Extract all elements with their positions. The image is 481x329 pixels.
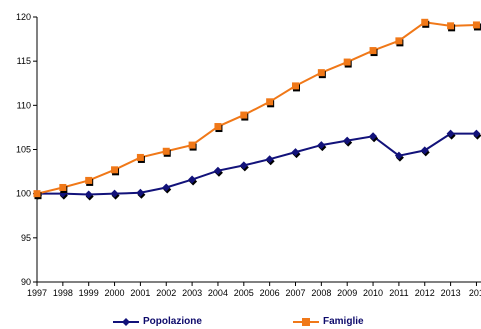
x-tick-label: 2004 — [208, 288, 228, 298]
x-tick-label: 2010 — [363, 288, 383, 298]
x-tick-label: 2011 — [389, 288, 408, 298]
data-point-famiglie — [162, 147, 170, 155]
data-point-popolazione — [472, 129, 481, 138]
x-tick-label: 1998 — [53, 288, 73, 298]
x-tick-label: 2008 — [311, 288, 331, 298]
x-tick-label: 201 — [469, 288, 481, 298]
data-point-famiglie — [447, 22, 455, 30]
legend-label-popolazione: Popolazione — [143, 316, 202, 327]
data-point-famiglie — [395, 37, 403, 45]
y-tick-label: 100 — [16, 189, 31, 199]
legend-swatch-popolazione — [113, 317, 139, 326]
legend-item-popolazione: Popolazione — [113, 314, 202, 329]
data-point-popolazione — [110, 189, 119, 198]
data-point-popolazione — [369, 132, 378, 141]
data-point-popolazione — [343, 136, 352, 145]
chart-legend: Popolazione Famiglie — [0, 314, 481, 329]
data-point-famiglie — [317, 69, 325, 77]
x-tick-label: 2013 — [441, 288, 461, 298]
series-line-popolazione — [37, 132, 477, 196]
x-tick-label: 2009 — [337, 288, 357, 298]
x-tick-label: 1999 — [79, 288, 99, 298]
data-point-popolazione — [239, 161, 248, 170]
y-tick-label: 95 — [21, 233, 31, 243]
x-tick-label: 2007 — [285, 288, 305, 298]
series-popolazione — [33, 129, 481, 201]
legend-item-famiglie: Famiglie — [293, 314, 364, 329]
data-point-popolazione — [291, 148, 300, 157]
y-tick-label: 105 — [16, 145, 31, 155]
data-point-popolazione — [188, 175, 197, 184]
series-line-famiglie — [36, 21, 477, 195]
data-point-famiglie — [343, 58, 351, 66]
data-point-famiglie — [214, 123, 222, 131]
data-point-popolazione — [136, 188, 145, 197]
data-point-popolazione — [420, 146, 429, 155]
data-point-famiglie — [266, 98, 274, 106]
data-point-famiglie — [292, 82, 299, 90]
data-point-famiglie — [369, 47, 377, 55]
x-tick-label: 2012 — [415, 288, 435, 298]
data-point-famiglie — [85, 176, 93, 184]
data-point-famiglie — [421, 18, 429, 26]
data-point-popolazione — [317, 141, 326, 150]
data-point-famiglie — [472, 21, 480, 29]
data-point-popolazione — [265, 155, 274, 164]
y-tick-label: 115 — [17, 56, 31, 66]
data-point-famiglie — [240, 111, 248, 119]
data-point-popolazione — [84, 190, 93, 199]
y-tick-label: 110 — [17, 100, 31, 110]
y-tick-label: 90 — [21, 277, 31, 287]
data-point-famiglie — [188, 141, 196, 149]
data-point-popolazione — [446, 129, 455, 138]
x-tick-label: 2002 — [156, 288, 176, 298]
data-point-popolazione — [394, 151, 403, 160]
series-famiglie — [33, 18, 481, 200]
data-point-famiglie — [111, 166, 119, 174]
x-tick-label: 2003 — [182, 288, 202, 298]
data-point-famiglie — [59, 183, 67, 191]
data-point-popolazione — [162, 183, 171, 192]
legend-swatch-famiglie — [293, 317, 319, 326]
x-tick-label: 2000 — [105, 288, 125, 298]
x-tick-label: 2001 — [130, 288, 150, 298]
x-tick-label: 2005 — [234, 288, 254, 298]
x-tick-label: 2006 — [260, 288, 280, 298]
y-tick-label: 120 — [16, 12, 31, 22]
data-point-famiglie — [136, 153, 144, 161]
data-point-famiglie — [33, 190, 41, 198]
x-tick-label: 1997 — [27, 288, 47, 298]
legend-label-famiglie: Famiglie — [323, 316, 364, 327]
data-point-popolazione — [213, 166, 222, 175]
